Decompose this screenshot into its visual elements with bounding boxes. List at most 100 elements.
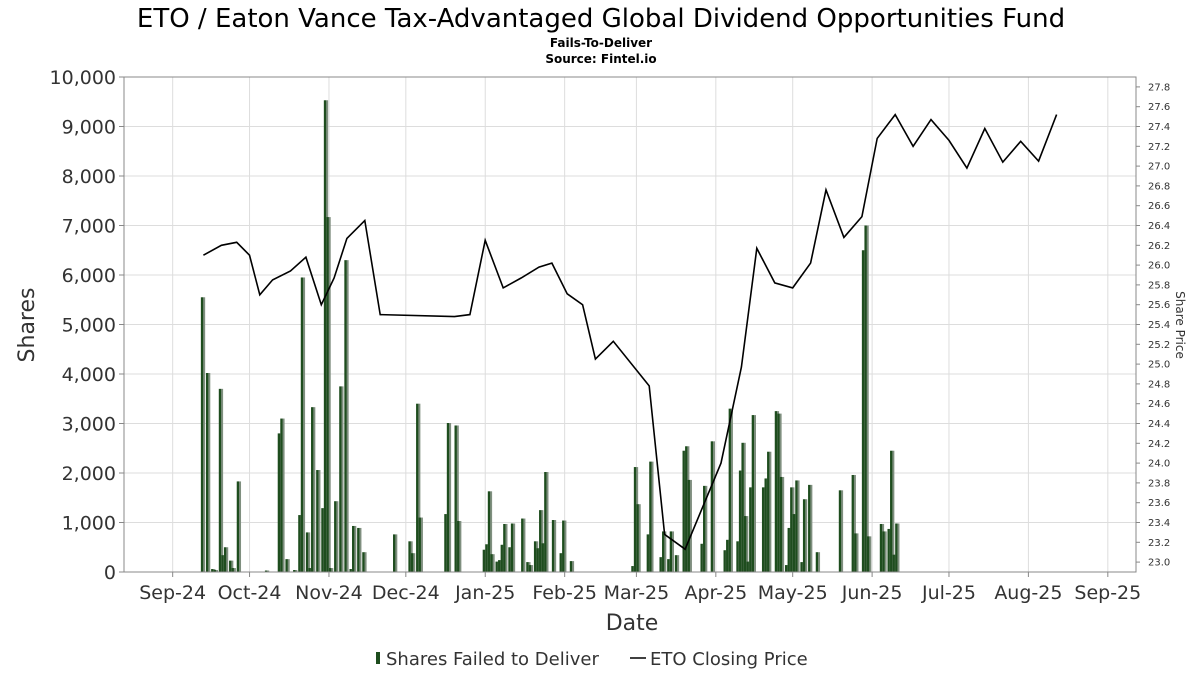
fail-bar-shadow [231,560,234,572]
fail-bar [551,520,555,572]
y-tick-label: 5,000 [62,315,116,337]
fail-bar [795,480,798,572]
fail-bar [536,548,539,572]
fail-bar-shadow [730,408,733,572]
y-tick-label: 4,000 [62,364,116,386]
x-tick-label: Nov-24 [295,582,363,604]
fail-bar [444,514,447,572]
fail-bar [285,559,288,572]
fail-bar [800,562,803,572]
fail-bar-shadow [853,474,856,572]
fail-bar [723,550,726,572]
fail-bar-shadow [746,516,749,572]
y2-tick-label: 23.8 [1148,478,1170,489]
fail-bar [851,474,854,572]
fail-bar [738,470,742,572]
x-tick-label: Sep-24 [139,582,206,604]
fail-bar-shadow [420,517,423,572]
fail-bar-shadow [448,423,452,572]
y2-tick-label: 23.4 [1148,518,1170,529]
fail-bar [892,554,895,572]
y2-tick-label: 25.8 [1148,280,1170,291]
y2-tick-label: 24.4 [1148,419,1170,430]
fail-bar-shadow [302,277,306,572]
fail-bar-shadow [359,527,362,572]
line-layer [203,113,1058,551]
fail-bar [410,553,414,572]
fail-bar [526,562,529,572]
y-tick-label: 2,000 [62,463,116,485]
fail-bar-shadow [215,570,218,572]
y2-tick-label: 27.0 [1148,162,1170,173]
fail-bar-shadow [492,554,495,572]
fail-bar [308,568,311,572]
fail-bar-shadow [238,481,242,572]
fail-bar [485,544,488,572]
fail-bar [521,518,524,572]
fail-bar [854,533,857,572]
x-tick-label: Jan-25 [454,582,515,604]
fail-bar-shadow [671,531,675,572]
fail-bar [685,446,688,572]
fail-bar [339,386,342,572]
x-tick-label: Apr-25 [684,582,747,604]
y2-axis-label: Share Price [1173,291,1187,359]
fail-bar [357,527,360,572]
fail-bar [710,441,714,572]
fail-bar [631,566,634,572]
fail-bar [544,472,547,572]
fail-bar [569,561,573,572]
fail-bar-shadow [804,499,808,572]
fail-bar [779,476,783,572]
fail-bar-shadow [689,479,692,572]
fail-bar [700,543,703,572]
fail-bar [229,560,232,572]
y-axis-left: 0 1,000 2,000 3,000 4,000 5,000 6,000 7,000 8,00… [50,67,124,584]
fail-bar [726,539,729,572]
fail-bar [490,554,493,572]
fail-bar [887,528,890,572]
fail-bar [636,504,639,572]
fail-bar [659,557,662,572]
fail-bar [667,559,670,572]
fail-bar [669,531,673,572]
fail-bar [223,547,227,572]
y2-tick-label: 24.8 [1148,379,1170,390]
fail-bar [785,565,788,572]
fail-bar [777,413,780,572]
fail-bar [323,100,327,572]
fail-bar [236,481,240,572]
fail-bar [328,568,332,572]
fail-bar-shadow [866,225,869,572]
y-tick-label: 3,000 [62,414,116,436]
y-tick-label: 10,000 [50,67,116,89]
x-tick-label: Jun-25 [841,582,903,604]
fail-bar [879,523,883,572]
y-tick-label: 1,000 [62,513,116,535]
price-line [203,113,1058,551]
fail-bar [280,418,283,572]
fail-bar [213,570,216,572]
x-tick-label: Dec-24 [372,582,440,604]
fail-bar [446,423,450,572]
x-tick-label: Oct-24 [218,582,282,604]
y-tick-label: 0 [104,562,116,584]
fail-bar [508,547,511,572]
fail-bar [211,569,214,572]
fail-bar [393,534,396,572]
fail-bar-shadow [676,555,680,572]
fail-bar [703,485,706,572]
fail-bar-shadow [341,386,344,572]
fail-bar [761,487,765,572]
fail-bar-shadow [202,297,206,572]
fail-bar-shadow [571,561,575,572]
fail-bar [736,541,739,572]
fail-bar-shadow [868,536,872,572]
fail-bar [408,541,411,572]
fail-bar [205,373,209,572]
fail-bar [838,490,842,572]
fail-bar-shadow [781,476,785,572]
fail-bar [349,569,352,572]
